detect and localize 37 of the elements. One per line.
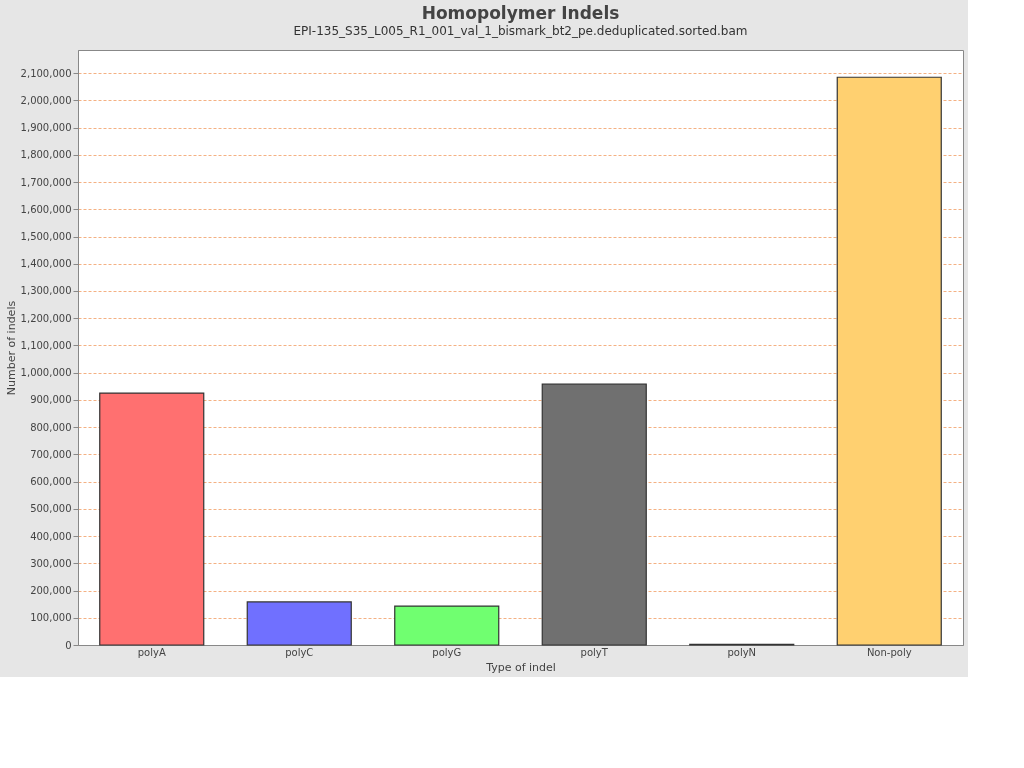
y-tick-label: 600,000 bbox=[30, 476, 72, 488]
bar bbox=[246, 601, 352, 646]
y-tick-label: 1,900,000 bbox=[20, 122, 72, 134]
y-tick-label: 400,000 bbox=[30, 530, 72, 542]
y-tick-label: 1,700,000 bbox=[20, 176, 72, 188]
y-tick-label: 2,100,000 bbox=[20, 67, 72, 79]
y-tick-label: 1,100,000 bbox=[20, 339, 72, 351]
x-tick-label: polyG bbox=[432, 646, 462, 658]
bar bbox=[541, 383, 647, 646]
y-tick-label: 200,000 bbox=[30, 585, 72, 597]
chart-title: Homopolymer Indels bbox=[421, 3, 620, 23]
y-tick-label: 1,300,000 bbox=[20, 285, 72, 297]
y-tick-label: 500,000 bbox=[30, 503, 72, 515]
y-tick-label: 2,000,000 bbox=[20, 94, 72, 106]
x-axis-title: Type of indel bbox=[485, 660, 556, 674]
y-tick-label: 1,000,000 bbox=[20, 367, 72, 379]
bar bbox=[99, 392, 205, 646]
y-tick-label: 300,000 bbox=[30, 557, 72, 569]
x-tick-label: polyC bbox=[285, 646, 314, 658]
y-tick-label: 700,000 bbox=[30, 448, 72, 460]
x-tick-label: polyN bbox=[727, 646, 757, 658]
bar bbox=[394, 605, 500, 646]
x-tick-label: polyA bbox=[137, 646, 166, 658]
x-tick-label: Non-poly bbox=[866, 646, 912, 658]
y-tick-label: 1,400,000 bbox=[20, 258, 72, 270]
bar bbox=[836, 76, 942, 646]
y-tick-label: 1,200,000 bbox=[20, 312, 72, 324]
y-tick-label: 1,800,000 bbox=[20, 149, 72, 161]
y-axis-title: Number of indels bbox=[4, 300, 18, 396]
y-tick-label: 1,600,000 bbox=[20, 203, 72, 215]
chart-subtitle: EPI-135_S35_L005_R1_001_val_1_bismark_bt2_pe.deduplicated.sorted.bam bbox=[293, 24, 748, 38]
y-tick-label: 800,000 bbox=[30, 421, 72, 433]
y-tick-label: 1,500,000 bbox=[20, 231, 72, 243]
y-tick-label: 100,000 bbox=[30, 612, 72, 624]
y-tick-label: 900,000 bbox=[30, 394, 72, 406]
y-tick-label: 0 bbox=[65, 639, 72, 651]
x-tick-label: polyT bbox=[580, 646, 609, 658]
